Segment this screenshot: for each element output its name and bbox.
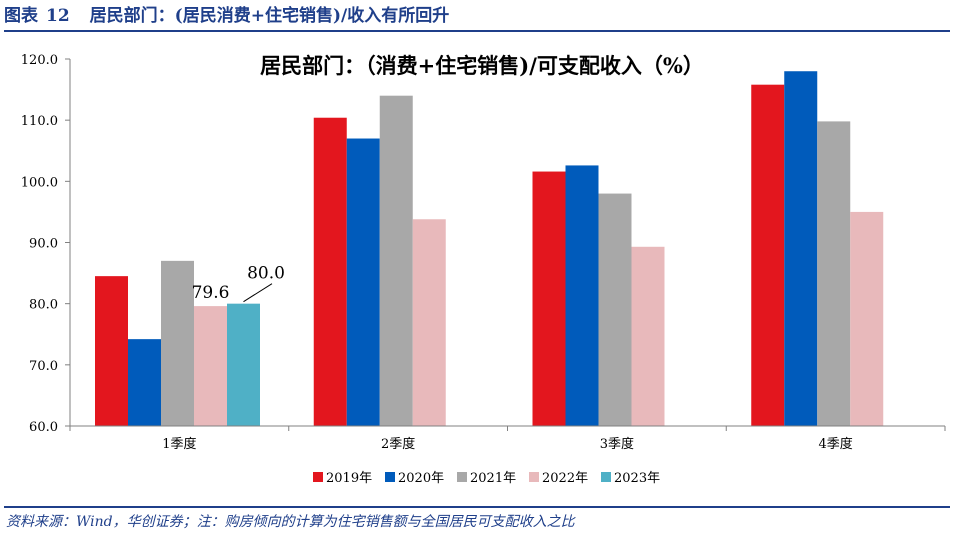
data-label-leader	[243, 283, 273, 303]
y-tick-label: 110.0	[21, 114, 58, 129]
bar	[128, 339, 161, 426]
chart-title: 居民部门：（消费+住宅销售)/可支配收入（%）	[260, 53, 704, 78]
y-tick-label: 80.0	[29, 298, 58, 313]
bar	[817, 121, 851, 426]
y-tick-label: 70.0	[29, 359, 58, 374]
annotations-layer: 79.6 80.0	[192, 264, 285, 303]
data-label: 80.0	[247, 264, 285, 284]
legend-swatch	[313, 472, 323, 482]
bar	[313, 117, 347, 426]
legend-label: 2022年	[542, 471, 588, 486]
y-tick-label: 120.0	[21, 53, 58, 68]
header-rule	[4, 30, 950, 32]
legend-swatch	[457, 472, 467, 482]
bar	[850, 211, 884, 426]
legend: 2019年 2020年 2021年 2022年 2023年	[313, 471, 660, 486]
bar	[412, 219, 446, 426]
y-tick-label: 90.0	[29, 237, 58, 252]
bar	[565, 165, 599, 426]
bar	[346, 138, 380, 426]
x-tick-label: 4季度	[818, 436, 852, 452]
legend-label: 2021年	[470, 471, 516, 486]
figure-title: 居民部门：(居民消费+住宅销售)/收入有所回升	[89, 6, 450, 26]
x-tick-label: 3季度	[600, 436, 634, 452]
bar	[161, 260, 194, 426]
bars-layer	[95, 71, 884, 426]
legend-label: 2020年	[398, 471, 444, 486]
figure-label: 图表	[4, 6, 38, 26]
axes-layer: 60.0 70.0 80.0 90.0 100.0 110.0 120.0 1季度 2季度 3季度…	[21, 53, 946, 452]
figure-header: 图表 12 居民部门：(居民消费+住宅销售)/收入有所回升	[4, 3, 952, 29]
bar	[751, 84, 785, 426]
bar	[95, 276, 128, 426]
data-label: 79.6	[192, 283, 230, 303]
x-tick-label: 1季度	[162, 436, 196, 452]
bar-chart: 60.0 70.0 80.0 90.0 100.0 110.0 120.0 1季度 2季度 3季度…	[21, 53, 946, 486]
legend-swatch	[601, 472, 611, 482]
footer-rule	[4, 506, 950, 508]
bar	[631, 246, 665, 426]
bar	[598, 193, 632, 426]
bar	[379, 95, 413, 426]
legend-swatch	[529, 472, 539, 482]
legend-label: 2023年	[614, 471, 660, 486]
bar	[784, 71, 818, 426]
legend-swatch	[385, 472, 395, 482]
bar	[227, 303, 260, 426]
bar	[194, 306, 227, 426]
y-tick-label: 100.0	[21, 175, 58, 190]
figure-number: 12	[46, 6, 70, 26]
legend-label: 2019年	[326, 471, 372, 486]
x-tick-label: 2季度	[381, 436, 415, 452]
bar	[532, 171, 566, 426]
y-tick-label: 60.0	[29, 420, 58, 435]
source-note: 资料来源：Wind，华创证券；注：购房倾向的计算为住宅销售额与全国居民可支配收入…	[6, 514, 575, 530]
